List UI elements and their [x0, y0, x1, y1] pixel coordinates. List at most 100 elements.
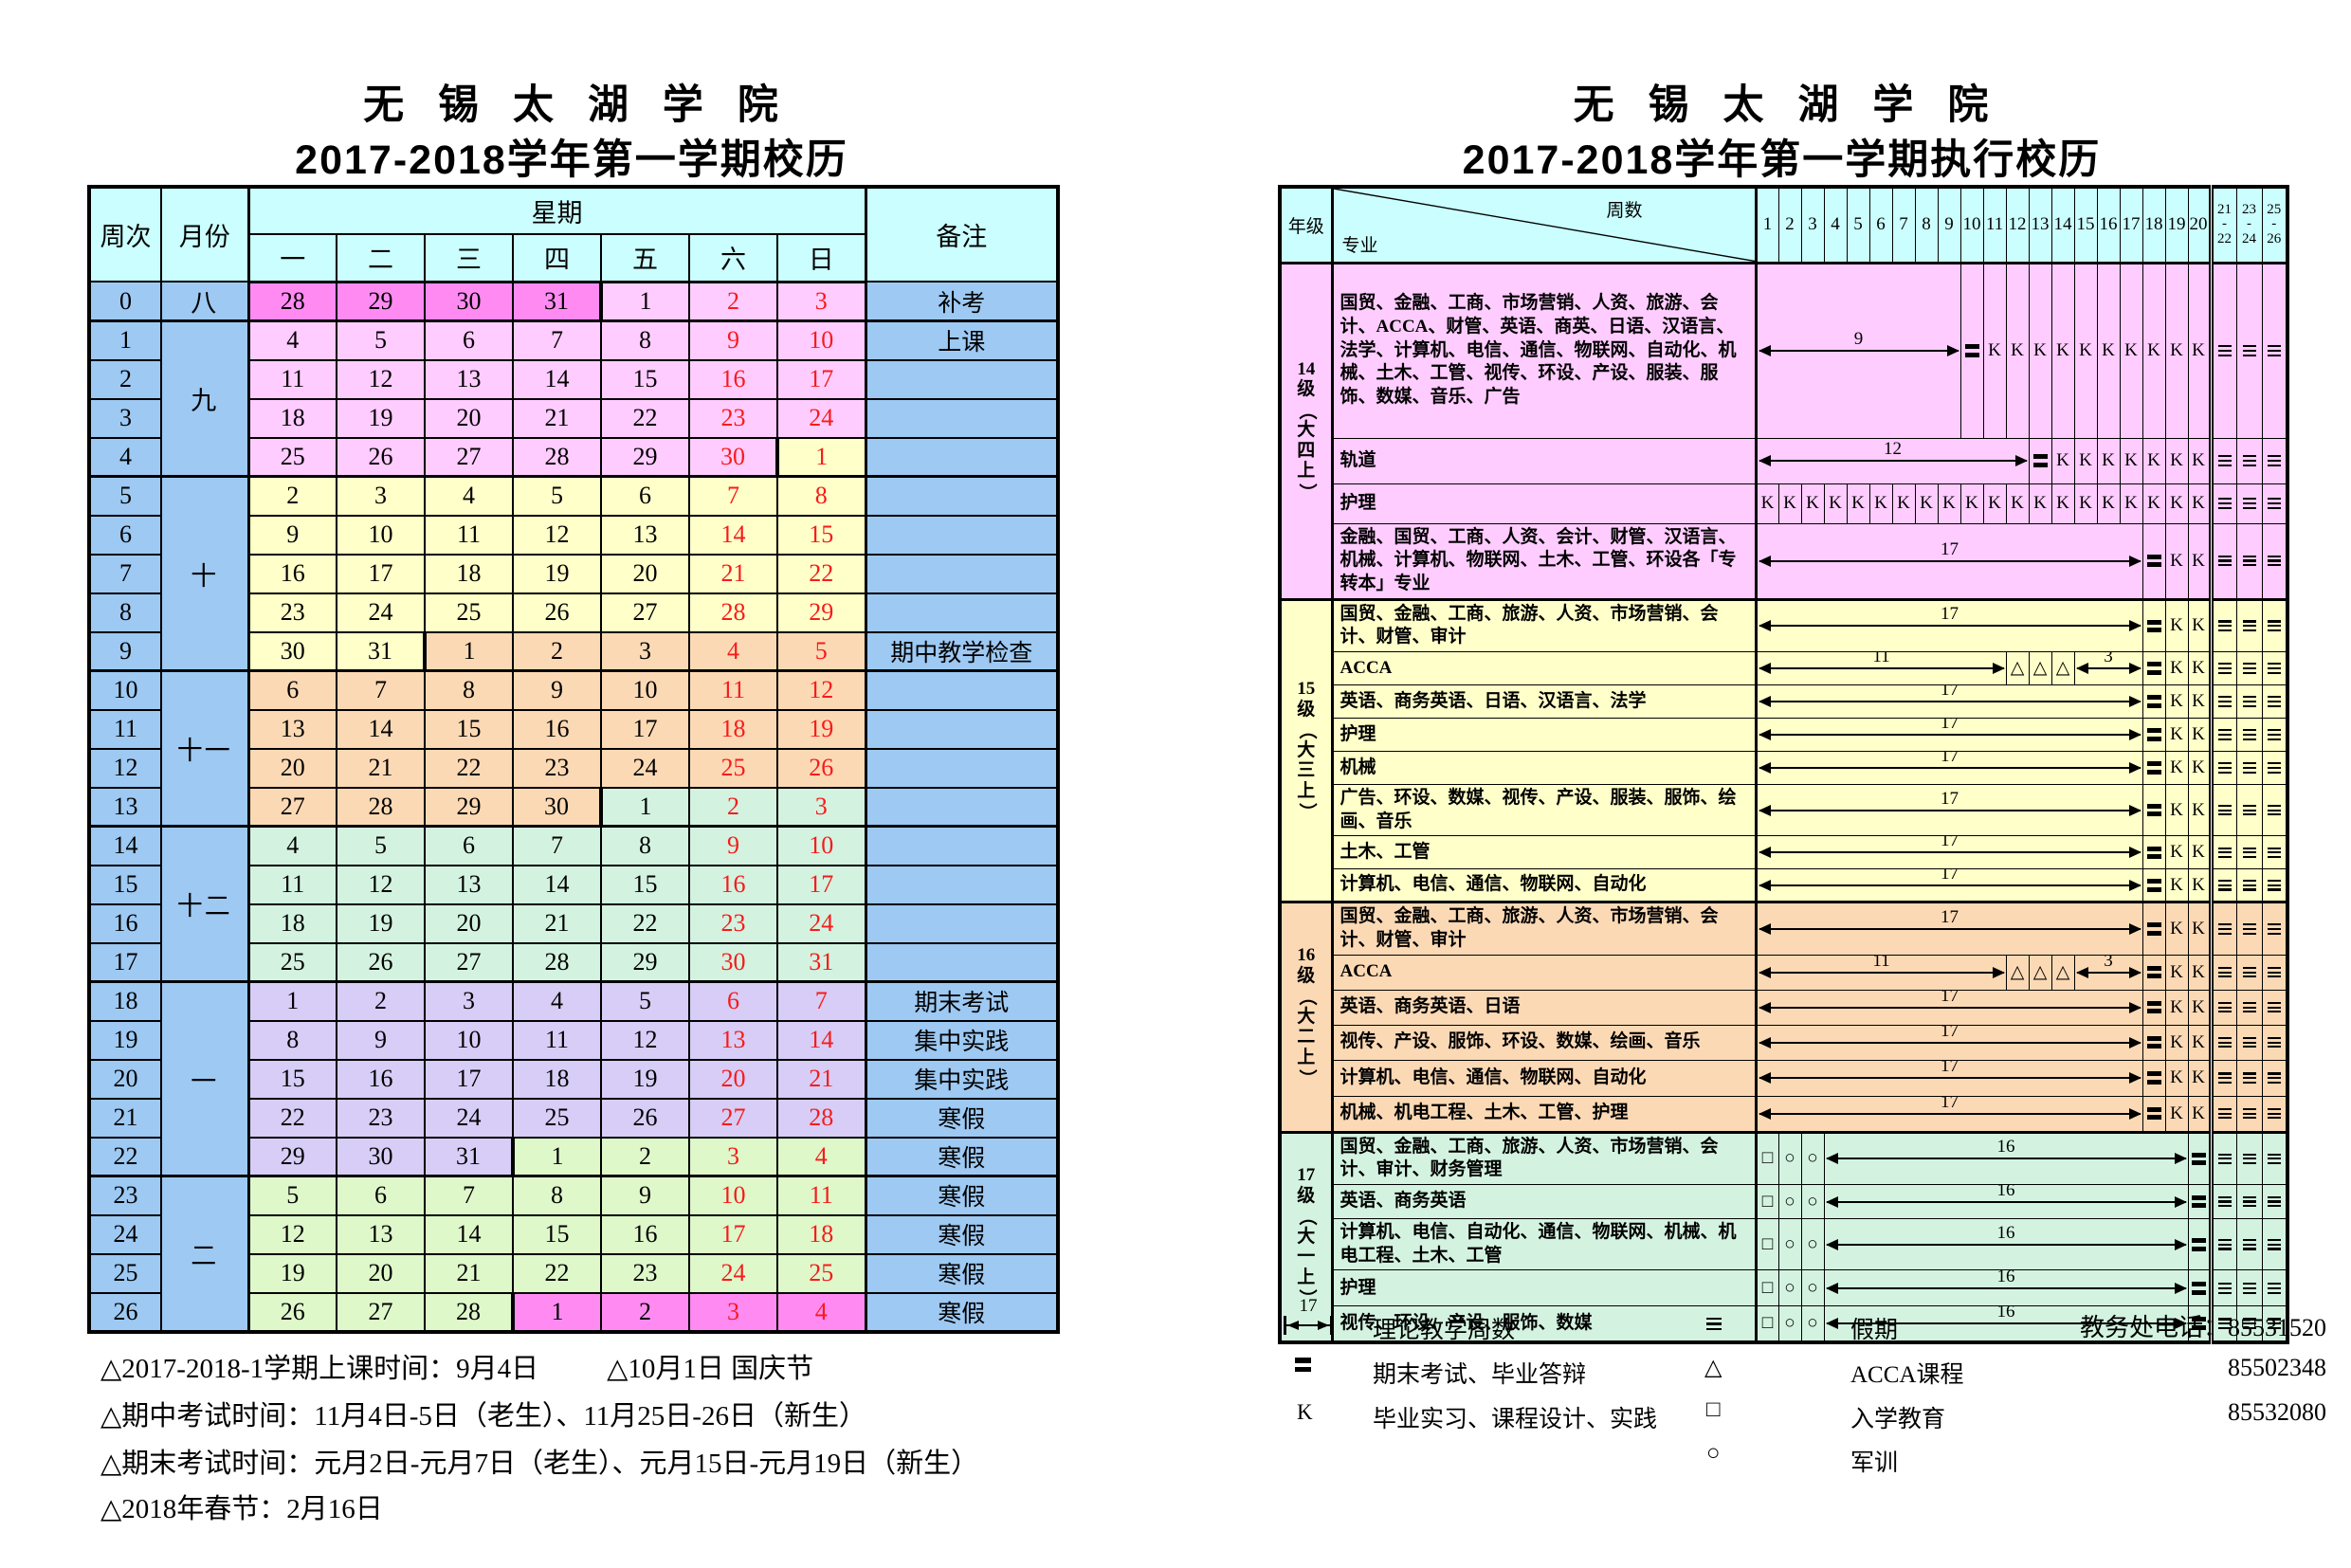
weeks-label: 周数	[1606, 201, 1643, 221]
military-training-marker: ○	[1777, 1305, 1802, 1343]
practice-week: K	[2164, 954, 2189, 991]
major-cell: 英语、商务英语	[1330, 1184, 1757, 1220]
date-cell: 19	[336, 903, 426, 944]
military-training-marker: ○	[1777, 1269, 1802, 1307]
teaching-weeks-arrow: 16	[1823, 1269, 2189, 1307]
holiday-cell	[2208, 684, 2237, 719]
holiday-week-col: 21-22	[2208, 186, 2237, 264]
date-cell: 3	[424, 980, 514, 1022]
date-cell: 7	[512, 319, 602, 361]
diagonal-divider	[1334, 189, 1755, 262]
holiday-cell	[2208, 717, 2237, 752]
date-cell: 5	[775, 630, 867, 672]
right-calendar-title: 无 锡 太 湖 学 院	[1573, 82, 1991, 128]
date-cell: 26	[246, 1291, 337, 1333]
week-number: 1	[88, 319, 162, 361]
date-cell: 26	[600, 1097, 690, 1139]
teaching-weeks-arrow: 17	[1754, 868, 2143, 903]
date-cell: 1	[512, 1136, 602, 1177]
week-number: 11	[88, 708, 162, 750]
holiday-cell	[2208, 954, 2237, 991]
week-col-header: 周次	[88, 186, 162, 283]
practice-week: K	[1868, 483, 1893, 524]
date-cell: 4	[688, 630, 778, 672]
date-cell: 20	[688, 1058, 778, 1100]
date-cell: 15	[600, 864, 690, 905]
military-training-marker: ○	[1800, 1269, 1825, 1307]
note-cell	[864, 397, 1060, 439]
teaching-weeks-arrow: 9	[1754, 261, 1961, 439]
military-training-marker: ○	[1777, 1130, 1802, 1186]
week-col-number: 10	[1959, 186, 1984, 264]
orientation-marker: □	[1754, 1130, 1779, 1186]
teaching-weeks-arrow: 3	[2073, 954, 2143, 991]
practice-week: K	[2164, 522, 2189, 600]
teaching-weeks-arrow: 17	[1754, 835, 2143, 870]
week-col-number: 8	[1914, 186, 1939, 264]
week-number: 17	[88, 941, 162, 983]
date-cell: 13	[424, 358, 514, 400]
date-cell: 13	[688, 1019, 778, 1061]
date-cell: 17	[775, 358, 867, 400]
teaching-weeks-arrow: 12	[1754, 437, 2030, 484]
teaching-weeks-arrow: 16	[1823, 1130, 2189, 1186]
holiday-cell	[2208, 261, 2237, 439]
date-cell: 4	[775, 1291, 867, 1333]
holiday-cell	[2208, 1305, 2237, 1343]
teaching-weeks-arrow: 17	[1754, 783, 2143, 837]
note-cell	[864, 514, 1060, 556]
holiday-cell	[2208, 522, 2237, 600]
date-cell: 13	[600, 514, 690, 556]
practice-week: K	[2164, 868, 2189, 903]
date-cell: 23	[246, 592, 337, 633]
practice-week: K	[2164, 989, 2189, 1026]
holiday-icon	[1706, 1318, 1722, 1331]
final-exam-icon	[1295, 1358, 1311, 1372]
major-cell: 护理	[1330, 483, 1757, 524]
date-cell: 30	[246, 630, 337, 672]
date-cell: 29	[600, 436, 690, 478]
date-cell: 11	[512, 1019, 602, 1061]
week-number: 14	[88, 825, 162, 866]
date-cell: 1	[424, 630, 514, 672]
holiday-cell	[2208, 1059, 2237, 1097]
date-cell: 15	[775, 514, 867, 556]
practice-week: K	[2164, 597, 2189, 652]
date-cell: 2	[600, 1291, 690, 1333]
date-cell: 27	[424, 436, 514, 478]
final-exam-label: 期末考试、毕业答辩	[1373, 1362, 1587, 1388]
date-cell: 10	[775, 319, 867, 361]
holiday-label: 假期	[1850, 1318, 1899, 1343]
date-cell: 22	[512, 1252, 602, 1294]
practice-week: K	[2050, 437, 2075, 484]
right-calendar-subtitle: 2017-2018学年第一学期执行校历	[1462, 137, 2102, 183]
date-cell: 13	[246, 708, 337, 750]
week-number: 21	[88, 1097, 162, 1139]
date-cell: 25	[246, 941, 337, 983]
date-cell: 9	[600, 1175, 690, 1216]
practice-week: K	[2164, 1095, 2189, 1133]
date-cell: 1	[512, 1291, 602, 1333]
date-cell: 8	[512, 1175, 602, 1216]
note-cell: 寒假	[864, 1136, 1060, 1177]
practice-week: K	[1823, 483, 1848, 524]
major-cell: 轨道	[1330, 437, 1757, 484]
date-cell: 6	[424, 319, 514, 361]
holiday-cell	[2261, 684, 2288, 719]
military-training-marker: ○	[1777, 1184, 1802, 1220]
date-cell: 12	[246, 1213, 337, 1255]
holiday-cell	[2235, 437, 2263, 484]
holiday-cell	[2235, 835, 2263, 870]
final-exam-marker	[2141, 783, 2166, 837]
week-col-number: 4	[1823, 186, 1848, 264]
final-exam-marker	[2141, 835, 2166, 870]
date-cell: 15	[246, 1058, 337, 1100]
orientation-marker: □	[1754, 1269, 1779, 1307]
date-cell: 22	[775, 553, 867, 594]
execution-calendar-table: 年级 周数 专业 1 2 3 4 5 6 7 8 9 10 11 12 13 14 15 16 17 18 19 20 21-…	[1278, 185, 2289, 1344]
date-cell: 25	[512, 1097, 602, 1139]
note-cell	[864, 553, 1060, 594]
date-cell: 4	[246, 319, 337, 361]
date-cell: 1	[775, 436, 867, 478]
date-cell: 30	[688, 941, 778, 983]
